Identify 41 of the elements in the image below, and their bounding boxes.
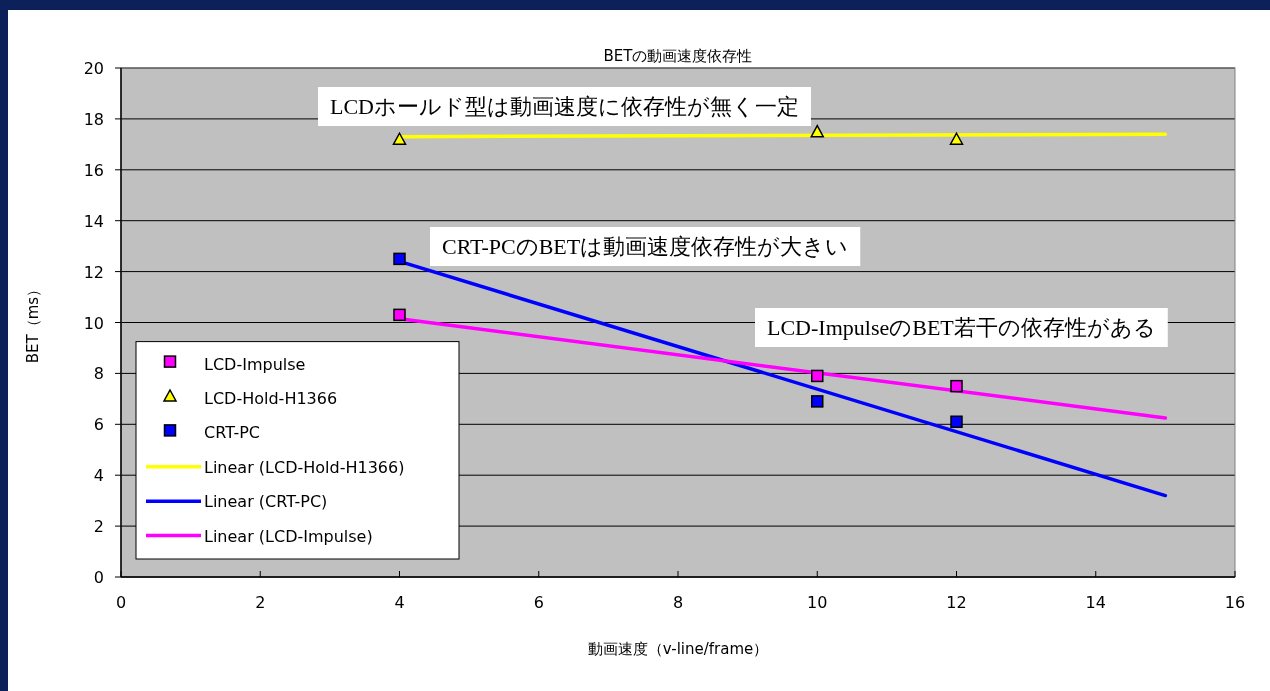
y-tick-label: 2 bbox=[93, 517, 104, 537]
legend-label: Linear (LCD-Impulse) bbox=[204, 526, 373, 546]
annotation: LCDホールド型は動画速度に依存性が無く一定 bbox=[330, 94, 799, 119]
x-tick-label: 2 bbox=[255, 593, 266, 612]
y-tick-label: 4 bbox=[93, 466, 104, 486]
x-tick-label: 14 bbox=[1085, 593, 1106, 612]
y-tick-label: 8 bbox=[93, 364, 104, 384]
legend-label: Linear (CRT-PC) bbox=[204, 492, 328, 512]
y-tick-label: 14 bbox=[83, 211, 104, 231]
point bbox=[950, 379, 963, 393]
x-tick-label: 6 bbox=[533, 593, 544, 612]
point bbox=[393, 308, 406, 322]
legend-label: LCD-Hold-H1366 bbox=[204, 389, 338, 408]
annotation: CRT-PCのBETは動画速度依存性が大きい bbox=[442, 234, 849, 259]
legend-label: LCD-Impulse bbox=[204, 354, 306, 374]
y-tick-label: 20 bbox=[83, 59, 104, 78]
x-tick-label: 10 bbox=[807, 593, 828, 612]
point bbox=[949, 132, 964, 146]
annotation: LCD-ImpulseのBET若干の依存性がある bbox=[767, 315, 1156, 340]
x-tick-label: 0 bbox=[115, 593, 127, 612]
legend-label: Linear (LCD-Hold-H1366) bbox=[204, 457, 405, 477]
x-tick-label: 16 bbox=[1224, 593, 1246, 612]
y-axis-title: BET（ms） bbox=[24, 281, 42, 364]
point bbox=[811, 369, 824, 383]
point bbox=[392, 132, 407, 146]
point bbox=[950, 415, 963, 429]
y-tick-label: 0 bbox=[93, 568, 104, 587]
x-axis-title: 動画速度（v-line/frame） bbox=[587, 640, 769, 658]
y-tick-label: 12 bbox=[83, 262, 104, 282]
point bbox=[393, 252, 406, 266]
x-tick-label: 8 bbox=[672, 593, 684, 612]
y-tick-label: 16 bbox=[83, 160, 104, 180]
y-tick-label: 6 bbox=[93, 415, 104, 435]
chart-title: BETの動画速度依存性 bbox=[603, 47, 753, 65]
legend-label: CRT-PC bbox=[204, 423, 261, 443]
y-tick-label: 18 bbox=[83, 109, 104, 129]
point bbox=[811, 395, 824, 408]
point bbox=[810, 124, 824, 138]
x-tick-label: 4 bbox=[394, 593, 405, 612]
y-tick-label: 10 bbox=[83, 313, 104, 333]
x-tick-label: 12 bbox=[946, 593, 967, 612]
